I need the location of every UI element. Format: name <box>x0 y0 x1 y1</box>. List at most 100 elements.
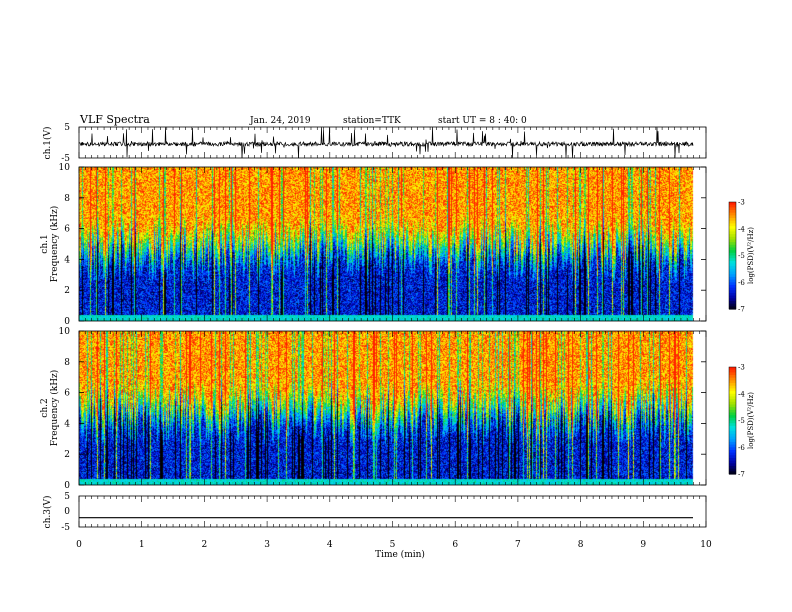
ch1-colorbar: -3 -4 -5 -6 -7 log(PSD)(V²/Hz) <box>728 199 755 314</box>
ch1-colorbar-cell <box>729 300 736 305</box>
time-tick-label: 0 <box>76 540 82 550</box>
ch1-colorbar-cell <box>729 279 736 283</box>
ch2-colorbar-cell <box>729 383 736 387</box>
ch1-ytick-top: 5 <box>64 123 70 133</box>
ch2-colorbar-cell <box>729 420 736 424</box>
ch1-colorbar-cell <box>729 276 736 281</box>
ch2-colorbar-cell <box>729 452 736 456</box>
ch1-spectrogram-ytick-label: 4 <box>64 255 70 265</box>
ch2-colorbar-cell <box>729 412 736 416</box>
ch2-spectrogram-image <box>79 331 706 485</box>
ch1-colorbar-cell <box>729 223 736 227</box>
ch2-colorbar-cell <box>729 468 736 472</box>
ch1-colorbar-cell <box>729 250 736 254</box>
ch2-colorbar-cell <box>729 377 736 381</box>
ch1-colorbar-cell <box>729 263 736 267</box>
figure-title: VLF Spectra <box>79 113 150 126</box>
ch1-colorbar-cell <box>729 212 736 216</box>
ch1-colorbar-cell <box>729 231 736 235</box>
ch1-colorbar-cell <box>729 303 736 307</box>
time-tick-label: 5 <box>390 540 396 550</box>
ch2-spectrogram-ytick-label: 10 <box>59 327 71 337</box>
ch1-spectrogram-ytick-label: 8 <box>64 194 70 204</box>
ch1-colorbar-cell <box>729 210 736 214</box>
ch3-ytick-top: 5 <box>64 492 70 502</box>
ch1-colorbar-label: log(PSD)(V²/Hz) <box>747 227 755 284</box>
ch1-colorbar-cell <box>729 290 736 294</box>
ch1-spectrogram-canvas-holder <box>79 167 706 321</box>
ch1-colorbar-cell <box>729 244 736 249</box>
ch1-colorbar-cell <box>729 234 736 238</box>
ch2-colorbar-cell <box>729 393 736 398</box>
ch1-colorbar-cell <box>729 306 736 310</box>
ch1-colorbar-cell <box>729 215 736 219</box>
ch2-spectrogram-panel: 0 2 4 6 8 10 ch.2 Frequency (kHz) -3 -4 -5 -6 -7 l… <box>40 327 755 491</box>
ch2-colorbar-cell <box>729 460 736 464</box>
ch2-spectrogram-ytick-label: 4 <box>64 419 70 429</box>
ch2-colorbar-cell <box>729 457 736 462</box>
ch2-spectrogram-ylabel-channel: ch.2 <box>40 398 50 417</box>
ch2-colorbar-tick-label: -4 <box>738 390 745 398</box>
ch1-colorbar-cell <box>729 242 736 246</box>
ch1-colorbar-cell <box>729 298 736 302</box>
ch1-colorbar-tick-label: -7 <box>738 306 745 314</box>
ch2-spectrogram-ytick-label: 8 <box>64 358 70 368</box>
ch1-colorbar-tick-label: -4 <box>738 225 745 233</box>
ch2-colorbar-tick-label: -6 <box>738 444 745 452</box>
ch2-colorbar-tick-label: -3 <box>738 364 745 372</box>
ch2-colorbar-cell <box>729 417 736 422</box>
ch1-spectrogram-image <box>79 167 706 321</box>
time-axis-labels: 0 1 2 3 4 5 6 7 8 9 10 <box>76 540 712 550</box>
ch2-colorbar-tick-label: -5 <box>738 417 745 425</box>
ch2-colorbar-cell <box>729 388 736 392</box>
ch2-colorbar-cell <box>729 369 736 373</box>
ch2-colorbar-cell <box>729 439 736 443</box>
ch1-colorbar-cell <box>729 220 736 224</box>
ch2-colorbar: -3 -4 -5 -6 -7 log(PSD)(V²/Hz) <box>728 364 755 479</box>
ch1-colorbar-cell <box>729 268 736 273</box>
ch3-ytick-mid: 0 <box>64 507 70 517</box>
station-label: station=TTK <box>343 116 401 126</box>
ch2-colorbar-cell <box>729 372 736 376</box>
ch1-colorbar-cell <box>729 284 736 289</box>
ch1-colorbar-cell <box>729 247 736 251</box>
ch1-colorbar-cell <box>729 271 736 275</box>
ch2-colorbar-cell <box>729 415 736 419</box>
ch2-spectrogram-ytick-label: 6 <box>64 389 70 399</box>
ch1-colorbar-cell <box>729 228 736 233</box>
ch2-colorbar-cell <box>729 401 736 406</box>
ch2-spectrogram-ytick-label: 0 <box>64 481 70 491</box>
ch1-colorbar-frame <box>728 201 737 310</box>
ch2-colorbar-cell <box>729 463 736 467</box>
ch2-colorbar-cell <box>729 425 736 430</box>
time-tick-label: 2 <box>202 540 208 550</box>
ch2-colorbar-cell <box>729 396 736 400</box>
ch1-colorbar-cell <box>729 274 736 278</box>
ch2-colorbar-cell <box>729 471 736 475</box>
ch2-colorbar-cell <box>729 380 736 384</box>
ch1-colorbar-cell <box>729 258 736 262</box>
ch3-waveform-ylabel: ch.3(V) <box>42 496 53 529</box>
ch1-spectrogram-ytick-label: 6 <box>64 225 70 235</box>
ch2-colorbar-cell <box>729 375 736 379</box>
ch2-colorbar-cell <box>729 455 736 459</box>
ch2-colorbar-cell <box>729 428 736 432</box>
ch1-colorbar-tick-label: -5 <box>738 252 745 260</box>
time-tick-label: 8 <box>578 540 584 550</box>
ch1-colorbar-cell <box>729 252 736 257</box>
ch1-spectrogram-ylabel-channel: ch.1 <box>40 234 50 253</box>
ch1-spectrogram-ytick-label: 2 <box>64 286 70 296</box>
ch2-colorbar-cell <box>729 391 736 395</box>
ch1-spectrogram-ytick-label: 10 <box>59 163 71 173</box>
ch2-colorbar-cell <box>729 423 736 427</box>
time-tick-label: 1 <box>139 540 145 550</box>
ch2-colorbar-cell <box>729 399 736 403</box>
ch1-spectrogram-ylabel-frequency: Frequency (kHz) <box>49 206 60 283</box>
ch1-waveform-trace <box>78 127 694 158</box>
ch1-colorbar-tick-label: -6 <box>738 279 745 287</box>
ch2-colorbar-cell <box>729 465 736 470</box>
ch2-colorbar-cell <box>729 444 736 448</box>
ch1-waveform-ylabel: ch.1(V) <box>42 127 53 160</box>
start-time-label: start UT = 8 : 40: 0 <box>438 116 527 126</box>
ch1-colorbar-cell <box>729 239 736 243</box>
